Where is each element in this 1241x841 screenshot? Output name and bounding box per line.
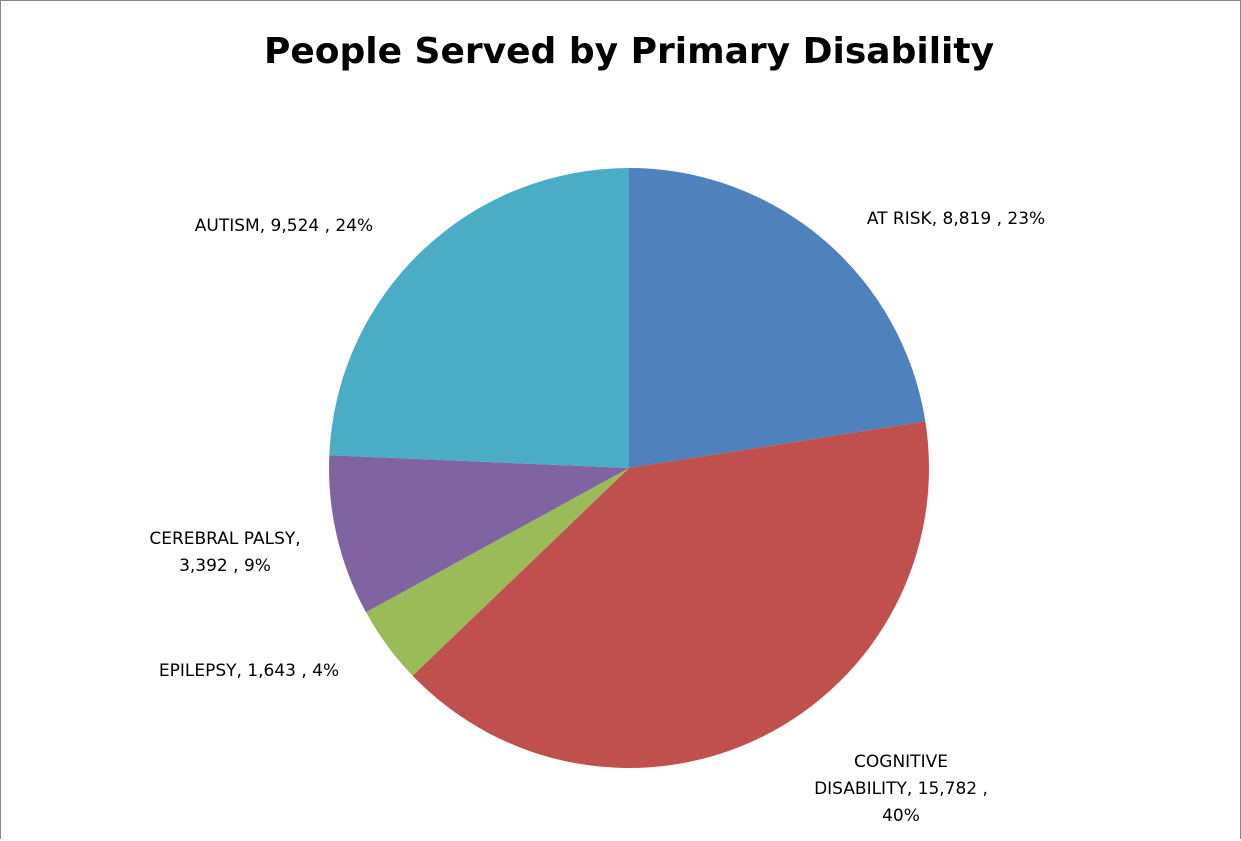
data-label-line: AT RISK, 8,819 , 23% [867,209,1045,229]
pie-slice-autism [329,168,629,468]
pie-slice-at-risk [629,168,926,468]
pie-slice-cognitive-disability [412,421,929,769]
data-label-at-risk: AT RISK, 8,819 , 23% [867,209,1045,229]
data-labels: AT RISK, 8,819 , 23% COGNITIVE DISABILITY,… [149,209,1045,826]
data-label-line: 3,392 , 9% [179,556,271,576]
pie-slices [329,168,929,769]
pie-slice-epilepsy [365,468,629,676]
data-label-line: COGNITIVE [854,752,948,772]
data-label-line: 40% [882,806,920,826]
data-label-line: AUTISM, 9,524 , 24% [195,216,373,236]
data-label-cognitive-disability: COGNITIVE DISABILITY, 15,782 , 40% [814,752,988,826]
data-label-line: EPILEPSY, 1,643 , 4% [159,661,339,681]
data-label-epilepsy: EPILEPSY, 1,643 , 4% [159,661,339,681]
data-label-autism: AUTISM, 9,524 , 24% [195,216,373,236]
chart-title: People Served by Primary Disability [264,31,994,72]
data-label-line: CEREBRAL PALSY, [149,529,300,549]
data-label-cerebral-palsy: CEREBRAL PALSY, 3,392 , 9% [149,529,300,576]
data-label-line: DISABILITY, 15,782 , [814,779,988,799]
pie-slice-cerebral-palsy [329,455,629,613]
